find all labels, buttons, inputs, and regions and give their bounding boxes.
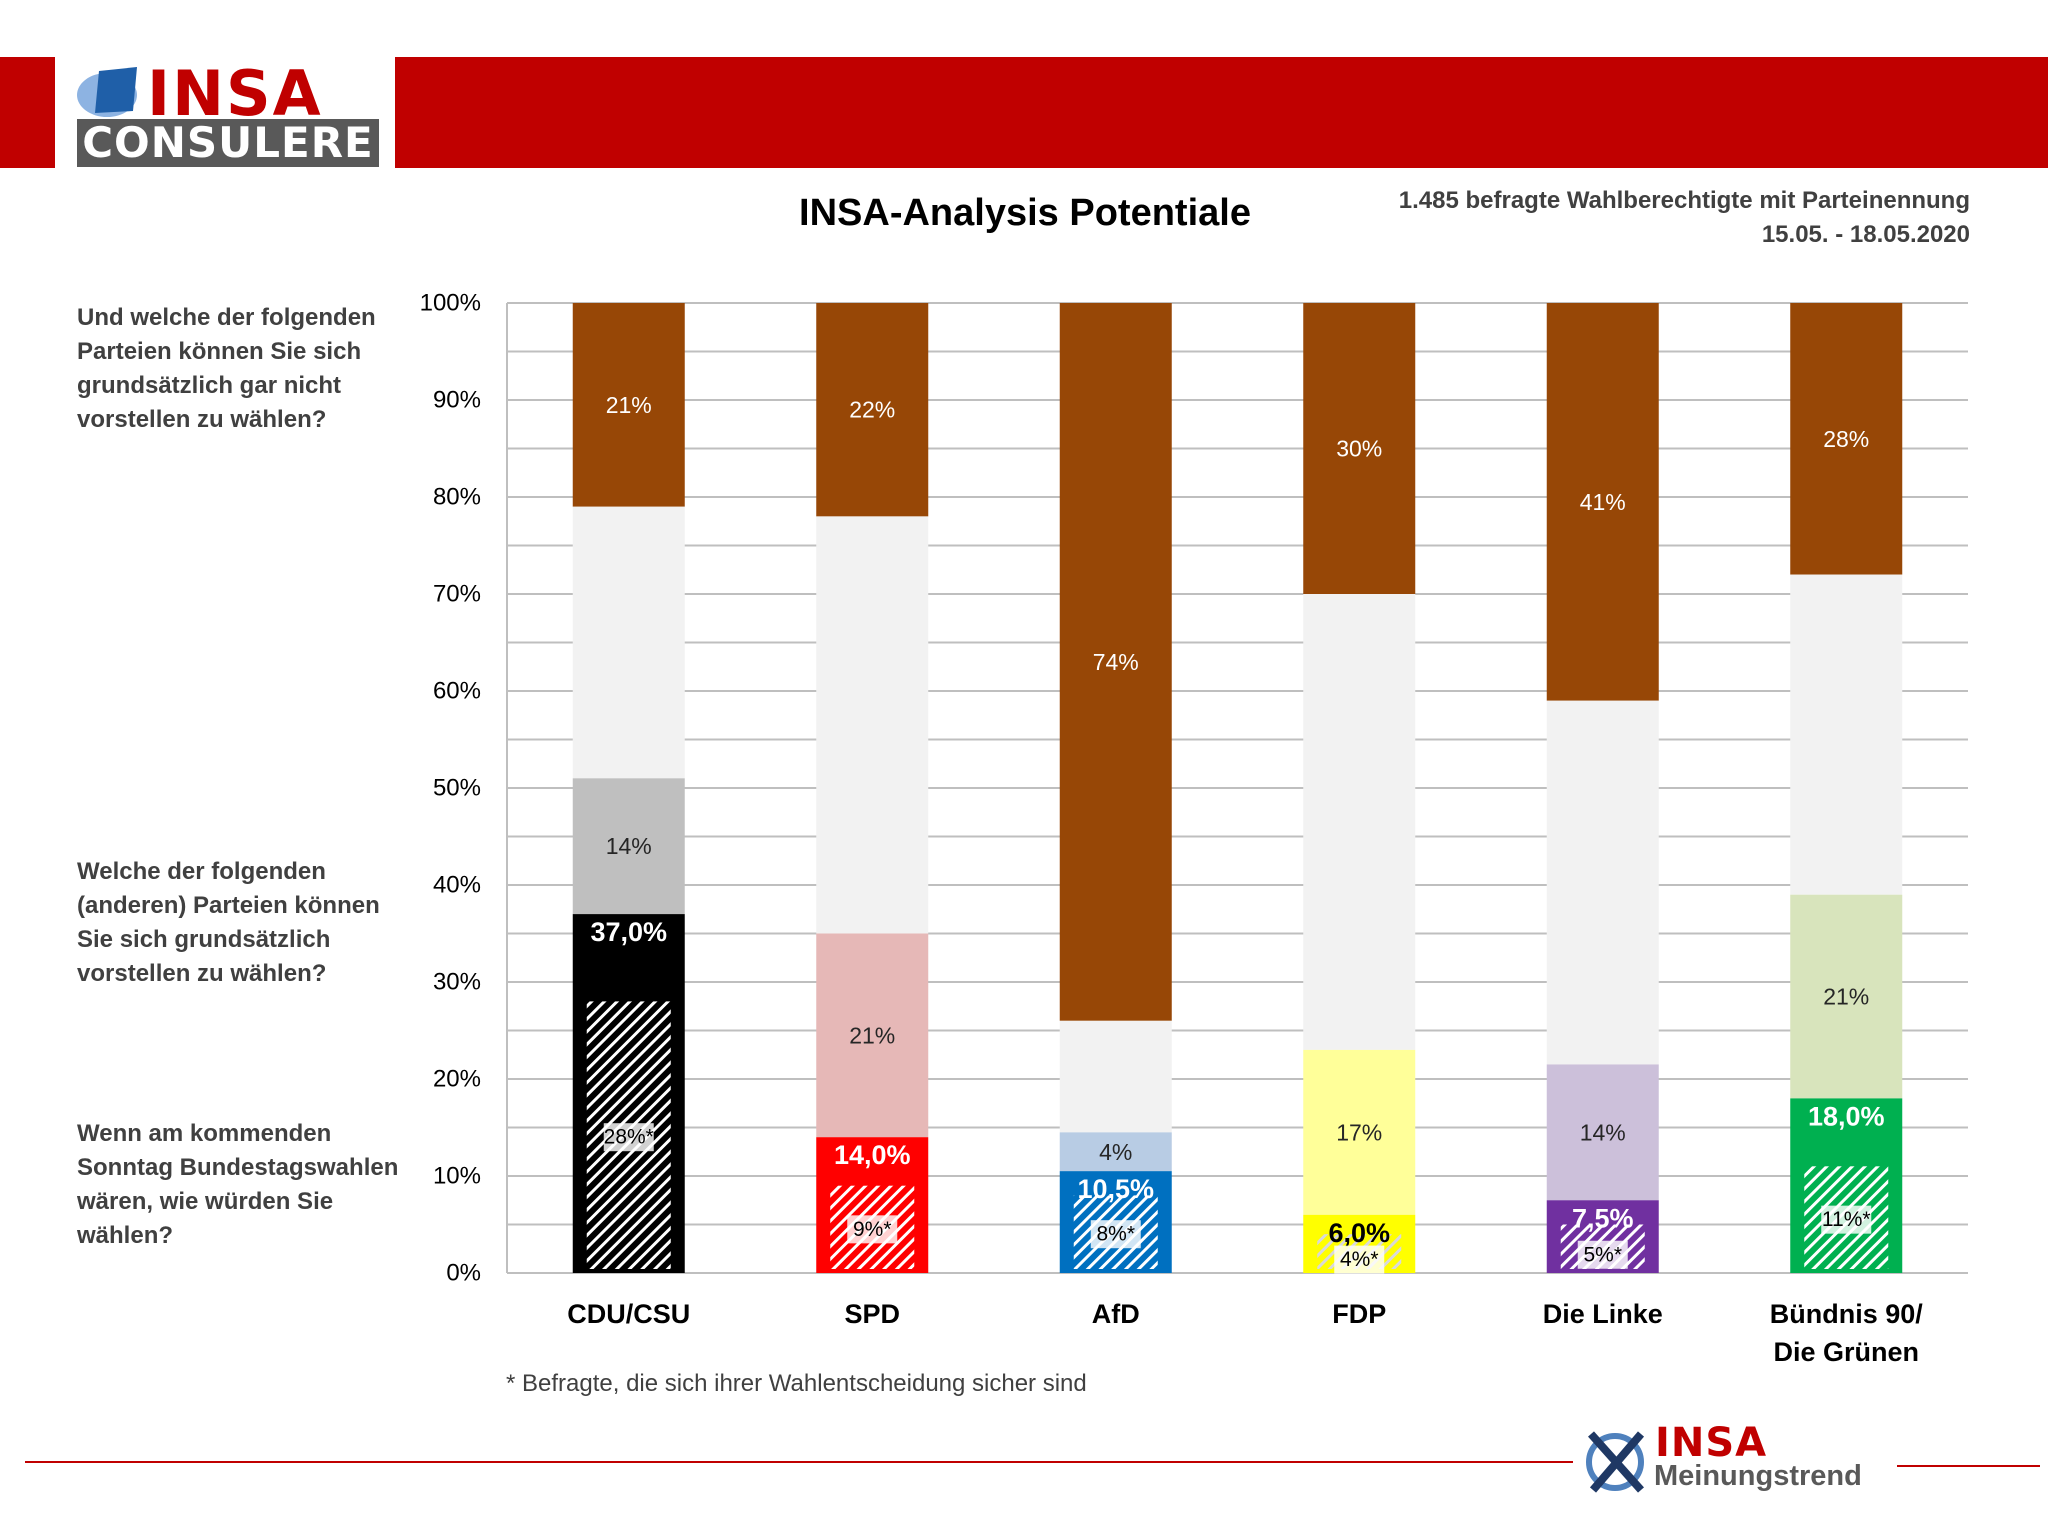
bar-segment-rest xyxy=(1303,594,1416,1050)
label-ablehnung: 21% xyxy=(606,392,652,418)
label-wahl: 7,5% xyxy=(1572,1203,1634,1233)
label-ablehnung: 22% xyxy=(849,397,895,423)
bars: 21% 14% 37,0% 28%* 22% 21% 14,0% 9%* 74% 4% 10,5% 8… xyxy=(572,303,1903,1274)
label-sicher-box xyxy=(847,1215,898,1244)
y-tick-label: 50% xyxy=(433,775,481,802)
cube-icon xyxy=(77,67,137,117)
y-tick-label: 70% xyxy=(433,581,481,608)
label-potential: 14% xyxy=(1580,1119,1626,1145)
bar-segment-rest xyxy=(1059,1020,1172,1133)
label-potential: 21% xyxy=(849,1022,895,1048)
label-ablehnung: 28% xyxy=(1823,426,1869,452)
label-sicher: 5%* xyxy=(1583,1243,1622,1266)
label-wahl: 6,0% xyxy=(1328,1218,1390,1248)
x-axis: CDU/CSU SPD AfD FDP Die Linke Bündnis 90/Die … xyxy=(567,1299,1923,1367)
page-title: INSA-Analysis Potentiale xyxy=(799,192,1251,234)
y-tick-label: 0% xyxy=(446,1260,481,1287)
bar-segment-ablehnung xyxy=(1546,303,1659,701)
bar-group: 74% 4% 10,5% 8%* xyxy=(1059,303,1172,1273)
x-tick-label: FDP xyxy=(1332,1299,1386,1329)
bar-segment-rest xyxy=(1790,574,1903,895)
y-tick-label: 40% xyxy=(433,872,481,899)
label-wahl: 10,5% xyxy=(1077,1174,1154,1204)
gridlines xyxy=(506,302,1968,1274)
label-potential: 17% xyxy=(1336,1119,1382,1145)
label-sicher: 4%* xyxy=(1340,1248,1379,1271)
insa-meinungstrend-logo: INSA Meinungstrend xyxy=(1585,1420,1885,1496)
ballot-x-icon xyxy=(1586,1431,1645,1493)
bar-group: 22% 21% 14,0% 9%* xyxy=(816,303,929,1273)
bar-segment-potential xyxy=(1790,894,1903,1099)
x-tick-label: Die Linke xyxy=(1543,1299,1663,1329)
label-potential: 21% xyxy=(1823,984,1869,1010)
x-tick-label: CDU/CSU xyxy=(567,1299,690,1329)
footer-line-right xyxy=(1897,1465,2040,1467)
question-vote: Wenn am kommenden Sonntag Bundestagswahl… xyxy=(77,1120,399,1249)
x-tick-label: Bündnis 90/ xyxy=(1770,1299,1924,1329)
label-sicher-box xyxy=(603,1123,654,1152)
bar-segment-rest xyxy=(1546,700,1659,1065)
label-sicher: 8%* xyxy=(1096,1223,1135,1246)
survey-info: 1.485 befragte Wahlberechtigte mit Parte… xyxy=(1399,184,1970,252)
y-tick-label: 30% xyxy=(433,969,481,996)
y-tick-label: 100% xyxy=(420,290,481,317)
bar-segment-potential xyxy=(816,933,929,1138)
label-sicher-box xyxy=(1577,1240,1628,1269)
question-rejection: Und welche der folgenden Parteien können… xyxy=(77,304,376,433)
footer-meinungstrend-text: Meinungstrend xyxy=(1654,1460,1862,1492)
bar-segment-ablehnung xyxy=(816,303,929,517)
footer-insa-text: INSA xyxy=(1655,1420,1768,1466)
label-sicher-box xyxy=(1090,1220,1141,1249)
survey-dates: 15.05. - 18.05.2020 xyxy=(1761,221,1970,248)
bar-segment-potential xyxy=(1059,1132,1172,1172)
label-sicher: 11%* xyxy=(1822,1208,1871,1231)
bar-segment-rest xyxy=(816,516,929,934)
label-wahl: 18,0% xyxy=(1808,1101,1885,1131)
bar-group: 28% 21% 18,0% 11%* xyxy=(1790,303,1903,1273)
bar-segment-ablehnung xyxy=(1059,303,1172,1021)
bar-segment-potential xyxy=(572,778,685,915)
footer-line-left xyxy=(25,1461,1573,1463)
label-sicher-box xyxy=(1821,1205,1872,1234)
logo-insa-text: INSA xyxy=(147,57,323,130)
bar-segment-potential xyxy=(1546,1064,1659,1201)
y-tick-label: 90% xyxy=(433,387,481,414)
label-sicher: 28%* xyxy=(604,1126,654,1149)
footnote: * Befragte, die sich ihrer Wahlentscheid… xyxy=(506,1370,1087,1397)
x-tick-label: SPD xyxy=(844,1299,900,1329)
y-axis: 0% 10% 20% 30% 40% 50% 60% 70% 80% 90% 100% xyxy=(420,290,481,1287)
bar-segment-ablehnung xyxy=(1303,303,1416,594)
label-wahl: 37,0% xyxy=(590,917,667,947)
label-wahl: 14,0% xyxy=(834,1140,911,1170)
label-potential: 4% xyxy=(1099,1139,1132,1165)
bar-group: 30% 17% 6,0%4%* xyxy=(1303,303,1416,1274)
y-tick-label: 10% xyxy=(433,1163,481,1190)
question-potential: Welche der folgenden (anderen) Parteien … xyxy=(77,858,380,987)
label-sicher-box xyxy=(1334,1245,1385,1274)
bar-segment-potential xyxy=(1303,1049,1416,1215)
x-tick-label: AfD xyxy=(1092,1299,1140,1329)
label-ablehnung: 30% xyxy=(1336,436,1382,462)
bar-group: 41% 14% 7,5% 5%* xyxy=(1546,303,1659,1273)
label-sicher: 9%* xyxy=(853,1218,892,1241)
label-potential: 14% xyxy=(606,833,652,859)
bar-group: 21% 14% 37,0% 28%* xyxy=(572,303,685,1273)
insa-consulere-logo: INSA CONSULERE xyxy=(55,57,395,174)
survey-sample: 1.485 befragte Wahlberechtigte mit Parte… xyxy=(1398,187,1970,214)
x-tick-label: Die Grünen xyxy=(1773,1337,1919,1367)
y-tick-label: 60% xyxy=(433,678,481,705)
bar-segment-rest xyxy=(572,506,685,779)
bar-segment-ablehnung xyxy=(572,303,685,507)
y-tick-label: 80% xyxy=(433,484,481,511)
label-ablehnung: 74% xyxy=(1093,649,1139,675)
y-tick-label: 20% xyxy=(433,1066,481,1093)
label-ablehnung: 41% xyxy=(1580,489,1626,515)
logo-consulere-text: CONSULERE xyxy=(77,119,379,167)
bar-segment-ablehnung xyxy=(1790,303,1903,575)
